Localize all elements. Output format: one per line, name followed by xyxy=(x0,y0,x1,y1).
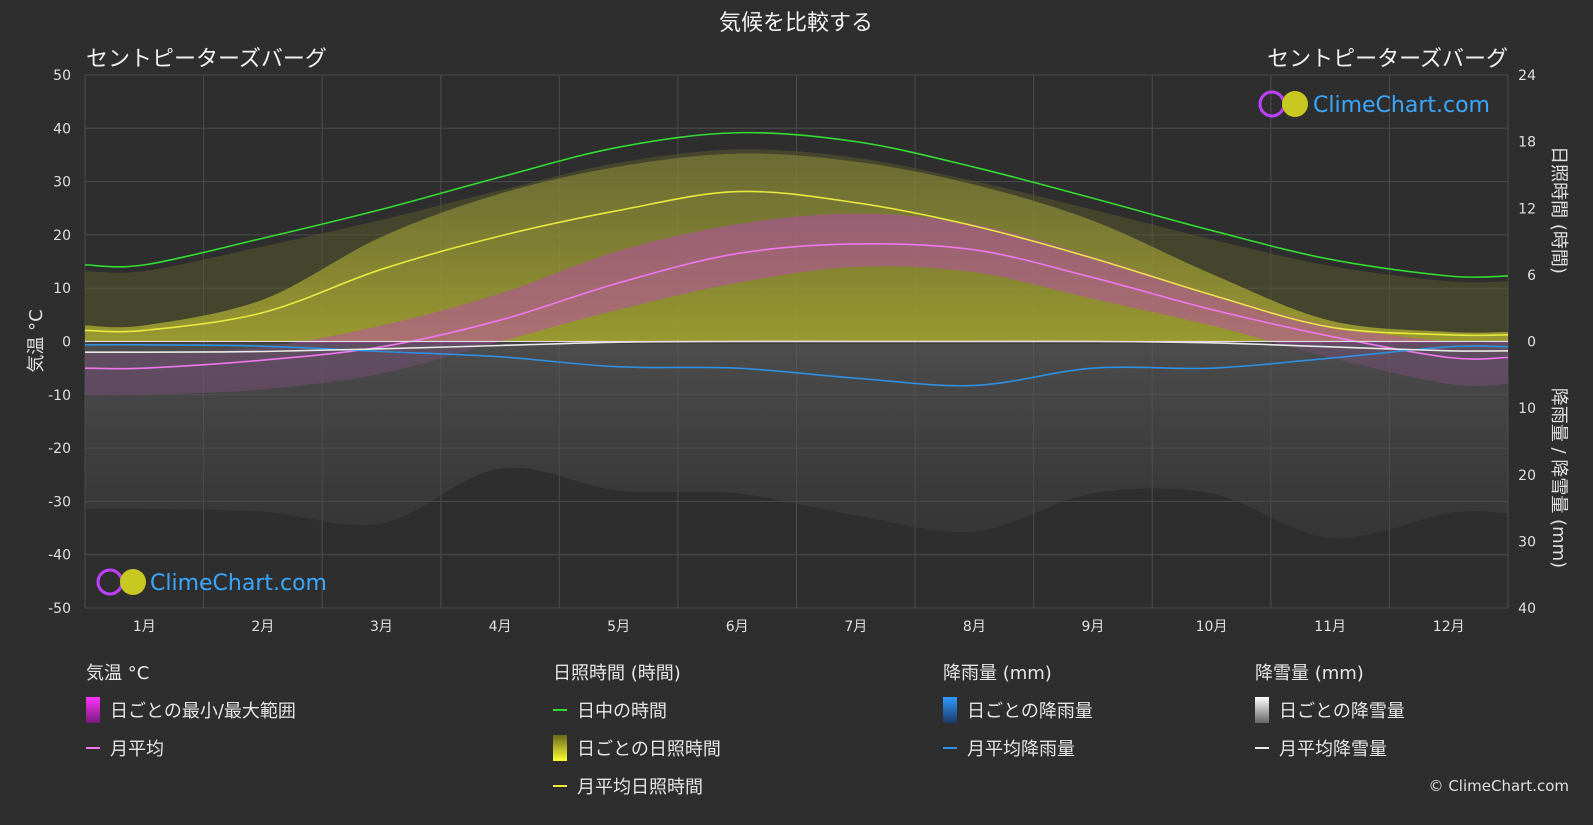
series-line-3 xyxy=(85,343,1508,387)
legend-snow: 降雪量 (mm) 日ごとの降雪量 月平均降雪量 xyxy=(1255,662,1405,774)
x-tick-label: 9月 xyxy=(1081,619,1104,635)
brand-text-bottom: ClimeChart.com xyxy=(150,571,327,596)
x-tick-label: 7月 xyxy=(844,619,867,635)
left-tick-label: 10 xyxy=(53,281,71,297)
right-sun-tick-label: 12 xyxy=(1518,201,1536,217)
x-tick-label: 5月 xyxy=(607,619,630,635)
legend-daylight-label: 日中の時間 xyxy=(577,701,667,722)
logo-ring-icon xyxy=(96,568,124,596)
left-tick-label: -30 xyxy=(48,494,71,510)
x-tick-label: 4月 xyxy=(489,619,512,635)
legend-sunshine: 日照時間 (時間) 日中の時間 日ごとの日照時間 月平均日照時間 xyxy=(553,662,721,812)
brand-logo-bottom: ClimeChart.com xyxy=(96,568,327,596)
x-tick-label: 12月 xyxy=(1433,619,1465,635)
x-tick-label: 3月 xyxy=(370,619,393,635)
snow-daily-swatch xyxy=(1255,697,1269,723)
location-right: セントピーターズバーグ xyxy=(1267,47,1508,72)
series-line-1 xyxy=(85,190,1508,337)
legend-rain: 降雨量 (mm) 日ごとの降雨量 月平均降雨量 xyxy=(943,662,1093,774)
left-tick-label: 20 xyxy=(53,228,71,244)
legend-snow-avg-label: 月平均降雪量 xyxy=(1279,739,1387,760)
legend-temperature-title: 気温 °C xyxy=(86,663,150,684)
left-tick-label: 30 xyxy=(53,175,71,191)
legend-rain-avg-label: 月平均降雨量 xyxy=(967,739,1075,760)
brand-logo-top: ClimeChart.com xyxy=(1258,90,1490,118)
left-tick-label: 0 xyxy=(62,335,71,351)
daylight-swatch xyxy=(553,709,567,711)
brand-text-top: ClimeChart.com xyxy=(1313,93,1490,118)
logo-ring-icon xyxy=(1258,90,1286,118)
x-tick-label: 2月 xyxy=(251,619,274,635)
left-tick-label: -10 xyxy=(48,388,71,404)
temp-avg-swatch xyxy=(86,747,100,749)
x-tick-label: 10月 xyxy=(1196,619,1228,635)
legend-rain-daily-label: 日ごとの降雨量 xyxy=(967,701,1093,722)
left-tick-label: 50 xyxy=(53,68,71,84)
legend-rain-daily: 日ごとの降雨量 xyxy=(943,697,1093,723)
precipitation-daily-band xyxy=(85,343,1508,539)
legend-temp-avg: 月平均 xyxy=(86,736,296,760)
x-tick-label: 1月 xyxy=(133,619,156,635)
legend-daylight: 日中の時間 xyxy=(553,698,721,722)
axes: 50 40 30 20 10 0 -10 -20 -30 -40 -50 24 18 12 6 0 10 20 30… xyxy=(48,68,1536,635)
copyright: © ClimeChart.com xyxy=(1428,777,1569,795)
series-line-2 xyxy=(85,242,1508,370)
daily-bands xyxy=(85,149,1508,539)
right-sun-tick-label: 0 xyxy=(1527,335,1536,351)
legend-snow-daily: 日ごとの降雪量 xyxy=(1255,697,1405,723)
right-precip-tick-label: 10 xyxy=(1518,401,1536,417)
sun-daily-swatch xyxy=(553,735,567,761)
x-tick-label: 8月 xyxy=(963,619,986,635)
right-sun-tick-label: 24 xyxy=(1518,68,1536,84)
right-axis-sun-label: 日照時間 (時間) xyxy=(1548,146,1569,274)
legend-sun-daily: 日ごとの日照時間 xyxy=(553,735,721,761)
temp-range-swatch xyxy=(86,697,100,723)
legend-temp-range-label: 日ごとの最小/最大範囲 xyxy=(110,701,296,722)
rain-avg-swatch xyxy=(943,747,957,749)
logo-sun-icon xyxy=(120,569,146,595)
left-tick-label: -40 xyxy=(48,548,71,564)
x-tick-label: 6月 xyxy=(726,619,749,635)
legend-snow-avg: 月平均降雪量 xyxy=(1255,736,1405,760)
left-tick-label: 40 xyxy=(53,121,71,137)
left-axis-label: 気温 °C xyxy=(26,309,47,372)
location-left: セントピーターズバーグ xyxy=(86,47,327,72)
legend-temperature: 気温 °C 日ごとの最小/最大範囲 月平均 xyxy=(86,662,296,774)
legend-snow-title: 降雪量 (mm) xyxy=(1255,663,1364,684)
legend-sun-daily-label: 日ごとの日照時間 xyxy=(577,739,721,760)
x-tick-label: 11月 xyxy=(1314,619,1346,635)
legend-rain-title: 降雨量 (mm) xyxy=(943,663,1052,684)
right-axis-precip-label: 降雨量 / 降雪量 (mm) xyxy=(1548,388,1569,568)
sunshine-daily-band xyxy=(85,153,1508,342)
right-precip-tick-label: 20 xyxy=(1518,468,1536,484)
legend-rain-avg: 月平均降雨量 xyxy=(943,736,1093,760)
series-line-0 xyxy=(85,131,1508,279)
series-lines xyxy=(85,131,1508,387)
left-tick-label: -50 xyxy=(48,601,71,617)
right-sun-tick-label: 18 xyxy=(1518,135,1536,151)
legend-sun-avg: 月平均日照時間 xyxy=(553,774,721,798)
sun-avg-swatch xyxy=(553,785,567,787)
legend-snow-daily-label: 日ごとの降雪量 xyxy=(1279,701,1405,722)
rain-daily-swatch xyxy=(943,697,957,723)
left-tick-label: -20 xyxy=(48,441,71,457)
snow-avg-swatch xyxy=(1255,747,1269,749)
chart-title: 気候を比較する xyxy=(719,11,873,36)
right-precip-tick-label: 40 xyxy=(1518,601,1536,617)
legend-sunshine-title: 日照時間 (時間) xyxy=(553,663,681,684)
legend-temp-range: 日ごとの最小/最大範囲 xyxy=(86,697,296,723)
legend-sun-avg-label: 月平均日照時間 xyxy=(577,777,703,798)
right-sun-tick-label: 6 xyxy=(1527,268,1536,284)
right-precip-tick-label: 30 xyxy=(1518,534,1536,550)
legend-temp-avg-label: 月平均 xyxy=(110,739,164,760)
logo-sun-icon xyxy=(1282,91,1308,117)
